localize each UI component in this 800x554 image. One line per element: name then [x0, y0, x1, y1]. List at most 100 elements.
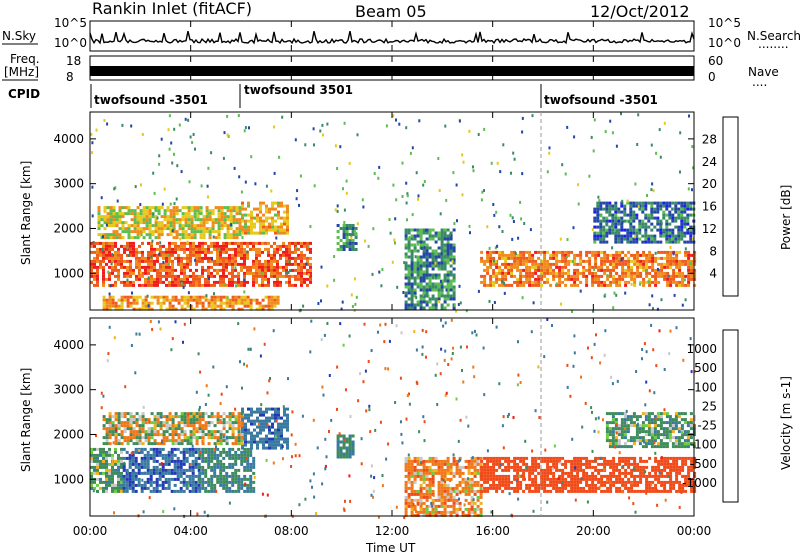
- velocity-cell: [168, 415, 172, 419]
- power-cell: [663, 271, 667, 275]
- power-cell: [267, 265, 270, 269]
- velocity-cell: [156, 430, 160, 434]
- power-cell: [677, 240, 681, 244]
- velocity-cell: [185, 480, 189, 484]
- power-cell: [561, 274, 565, 278]
- power-cell: [348, 239, 352, 242]
- velocity-cell: [237, 483, 241, 487]
- power-cell: [99, 262, 102, 266]
- velocity-cell: [464, 507, 468, 511]
- power-cell: [254, 182, 257, 186]
- velocity-cell: [176, 468, 180, 472]
- power-cell: [679, 131, 682, 135]
- power-cell: [585, 268, 589, 272]
- power-cell: [174, 274, 177, 278]
- power-cell: [201, 259, 204, 263]
- power-cell: [218, 248, 221, 252]
- velocity-cell: [164, 471, 168, 475]
- power-cell: [126, 295, 130, 299]
- velocity-cell: [213, 456, 217, 460]
- velocity-cell: [117, 453, 120, 457]
- velocity-cell: [244, 413, 247, 417]
- velocity-cell: [241, 428, 244, 432]
- velocity-cell: [473, 462, 477, 466]
- power-cell: [180, 247, 183, 251]
- velocity-cell: [449, 492, 453, 496]
- power-cell: [130, 218, 134, 222]
- power-cell: [102, 283, 105, 287]
- cpid-label: CPID: [8, 87, 40, 101]
- velocity-cell: [262, 419, 265, 423]
- power-cell: [635, 204, 639, 208]
- velocity-cell: [195, 436, 199, 440]
- power-cell: [480, 274, 484, 278]
- power-cell: [183, 283, 186, 287]
- velocity-cell: [177, 439, 181, 443]
- power-cell: [162, 244, 165, 248]
- power-cell: [345, 230, 349, 233]
- power-cell: [674, 219, 678, 223]
- power-cell: [97, 209, 101, 213]
- velocity-cell: [213, 486, 217, 490]
- power-cell: [100, 233, 104, 237]
- power-cell: [141, 271, 144, 275]
- power-cell: [623, 234, 627, 238]
- power-cell: [234, 301, 238, 305]
- velocity-cell: [501, 483, 505, 487]
- power-cell: [608, 231, 612, 235]
- power-cell: [112, 233, 116, 237]
- velocity-cell: [492, 462, 496, 466]
- velocity-cell: [342, 443, 346, 447]
- power-cell: [636, 259, 640, 263]
- power-cell: [498, 265, 502, 269]
- power-cell: [147, 250, 150, 254]
- power-cell: [229, 209, 233, 213]
- power-cell: [443, 273, 447, 277]
- power-cell: [434, 297, 438, 301]
- power-cell: [172, 218, 176, 222]
- power-cell: [232, 206, 236, 210]
- power-cell: [249, 307, 253, 311]
- power-cell: [443, 297, 447, 301]
- power-cell: [195, 253, 198, 257]
- velocity-cell: [213, 489, 217, 493]
- velocity-cell: [345, 446, 349, 450]
- power-cell: [241, 204, 244, 208]
- power-cell: [513, 256, 517, 260]
- velocity-cell: [259, 437, 262, 441]
- power-cell: [621, 274, 625, 278]
- power-cell: [516, 283, 520, 287]
- power-cell: [594, 250, 598, 254]
- velocity-cell: [164, 468, 168, 472]
- power-cell: [234, 250, 237, 254]
- power-cell: [136, 236, 140, 240]
- power-cell: [225, 244, 228, 248]
- power-cell: [159, 295, 163, 299]
- velocity-cell: [455, 498, 459, 502]
- power-cell: [138, 234, 141, 238]
- power-cell: [531, 271, 535, 275]
- power-cell: [141, 133, 144, 136]
- velocity-cell: [247, 416, 250, 420]
- power-cell: [243, 274, 246, 278]
- velocity-cell: [437, 483, 441, 487]
- power-cell: [235, 284, 237, 288]
- velocity-cell: [231, 447, 235, 451]
- power-cell: [231, 268, 234, 272]
- power-cell: [163, 215, 167, 219]
- power-cell: [361, 198, 364, 202]
- power-cell: [186, 265, 189, 269]
- power-cell: [192, 307, 196, 311]
- power-cell: [639, 280, 643, 284]
- power-cell: [668, 216, 672, 220]
- power-cell: [276, 274, 279, 278]
- power-cell: [235, 230, 239, 234]
- velocity-cell: [131, 483, 135, 487]
- velocity-cell: [440, 510, 444, 514]
- power-cell: [297, 256, 300, 260]
- power-cell: [480, 250, 484, 254]
- velocity-cell: [470, 459, 474, 463]
- velocity-cell: [486, 456, 490, 460]
- power-cell: [132, 283, 135, 287]
- velocity-cell: [268, 431, 271, 435]
